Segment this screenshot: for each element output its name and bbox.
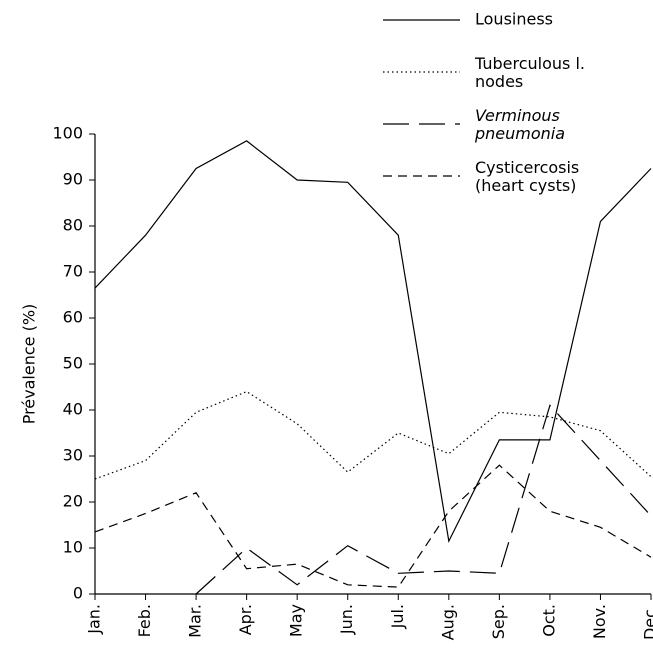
legend-label: Verminous pneumonia (474, 106, 565, 143)
legend-label: Cysticercosis (heart cysts) (475, 158, 579, 195)
y-tick-label: 10 (63, 538, 83, 557)
x-tick-label: May (287, 604, 306, 637)
x-tick-label: Dec. (641, 604, 653, 640)
x-tick-label: Nov. (590, 604, 609, 639)
x-tick-label: Jul. (388, 604, 407, 629)
y-tick-label: 50 (63, 354, 83, 373)
x-tick-label: Aug. (438, 604, 457, 640)
line-series (195, 404, 652, 595)
y-tick-label: 60 (63, 308, 83, 327)
y-tick-label: 20 (63, 492, 83, 511)
x-tick-label: Feb. (135, 604, 154, 637)
x-tick-label: Apr. (236, 604, 255, 635)
y-tick-label: 30 (63, 446, 83, 465)
legend-label: Lousiness (475, 10, 553, 29)
y-axis-label: Prévalence (%) (20, 304, 39, 425)
x-tick-label: Jun. (337, 604, 356, 635)
y-tick-label: 40 (63, 400, 83, 419)
legend-label: Tuberculous l. nodes (474, 54, 585, 91)
y-tick-label: 0 (73, 584, 83, 603)
line-series (94, 390, 652, 480)
x-tick-label: Jan. (85, 604, 104, 635)
y-tick-label: 100 (52, 124, 83, 143)
x-tick-label: Mar. (186, 604, 205, 638)
line-series (94, 464, 652, 588)
y-tick-label: 70 (63, 262, 83, 281)
x-tick-label: Sep. (489, 604, 508, 639)
y-tick-label: 90 (63, 170, 83, 189)
line-series (94, 140, 652, 544)
y-tick-label: 80 (63, 216, 83, 235)
x-tick-label: Oct. (539, 604, 558, 637)
